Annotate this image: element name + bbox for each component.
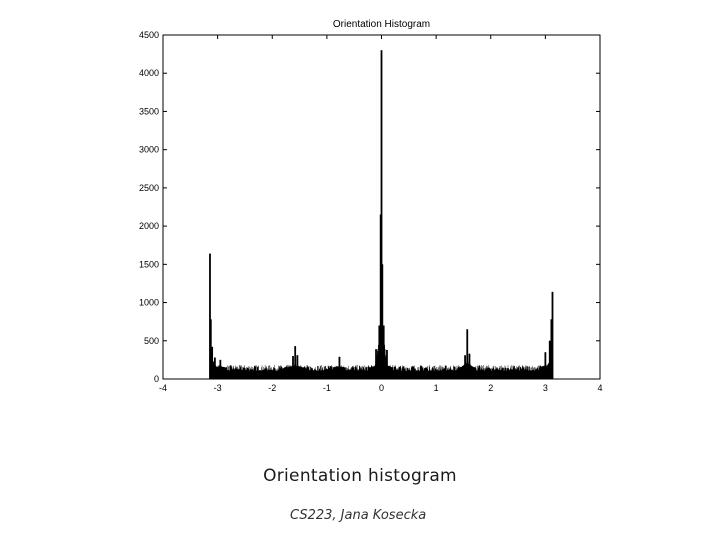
histogram-peak-bar: [375, 349, 377, 379]
histogram-peak-bar: [382, 325, 385, 379]
histogram-peak-bar: [211, 346, 214, 379]
slide-caption: Orientation histogram: [263, 466, 457, 486]
histogram-peak-bar: [464, 355, 466, 379]
x-tick-label: -3: [214, 383, 222, 393]
histogram-peak-bar: [544, 352, 547, 379]
histogram-peak-bar: [468, 353, 471, 379]
y-tick-label: 2000: [139, 221, 159, 231]
y-tick-label: 3500: [139, 106, 159, 116]
x-tick-label: -2: [268, 383, 276, 393]
x-tick-label: 1: [434, 383, 439, 393]
slide-credit: CS223, Jana Kosecka: [290, 508, 427, 523]
histogram-peak-bar: [219, 359, 222, 379]
y-tick-label: 0: [154, 374, 159, 384]
bars-layer: [209, 50, 554, 379]
axes-layer: -4 -3 -2 -1 0 1 2 3 4 0 500 1000 1500 2000 2500 3000 350…: [139, 30, 603, 393]
y-tick-label: 1500: [139, 259, 159, 269]
y-tick-label: 3000: [139, 145, 159, 155]
histogram-peak-bar: [548, 340, 551, 379]
orientation-histogram-chart: Orientation Histogram -4 -3 -2 -1 0 1 2 3 4 0 500 1…: [139, 19, 603, 393]
y-tick-label: 4000: [139, 68, 159, 78]
histogram-peak-bar: [386, 349, 388, 379]
x-tick-label: 2: [488, 383, 493, 393]
histogram-peak-bar: [378, 325, 381, 379]
histogram-peak-bar: [292, 356, 294, 379]
y-tick-label: 2500: [139, 183, 159, 193]
histogram-peak-bar: [381, 264, 384, 379]
histogram-peak-bar: [550, 319, 553, 379]
histogram-peak-bar: [380, 50, 383, 379]
histogram-peak-bar: [551, 291, 554, 379]
histogram-peak-bar: [213, 357, 216, 379]
x-tick-label: -4: [159, 383, 167, 393]
x-tick-label: 3: [543, 383, 548, 393]
histogram-peak-bar: [466, 329, 469, 379]
chart-title: Orientation Histogram: [333, 19, 430, 30]
chart-svg: Orientation Histogram -4 -3 -2 -1 0 1 2 3 4 0 500 1…: [139, 19, 603, 393]
y-tick-label: 4500: [139, 30, 159, 40]
x-tick-label: 4: [597, 383, 602, 393]
histogram-peak-bar: [296, 355, 299, 379]
histogram-peak-bar: [209, 319, 212, 379]
y-tick-label: 1000: [139, 298, 159, 308]
histogram-peak-bar: [294, 346, 297, 379]
y-tick-label: 500: [144, 336, 159, 346]
histogram-peak-bar: [338, 356, 341, 379]
histogram-peak-bar: [209, 253, 211, 379]
x-tick-label: 0: [379, 383, 384, 393]
x-tick-label: -1: [323, 383, 331, 393]
